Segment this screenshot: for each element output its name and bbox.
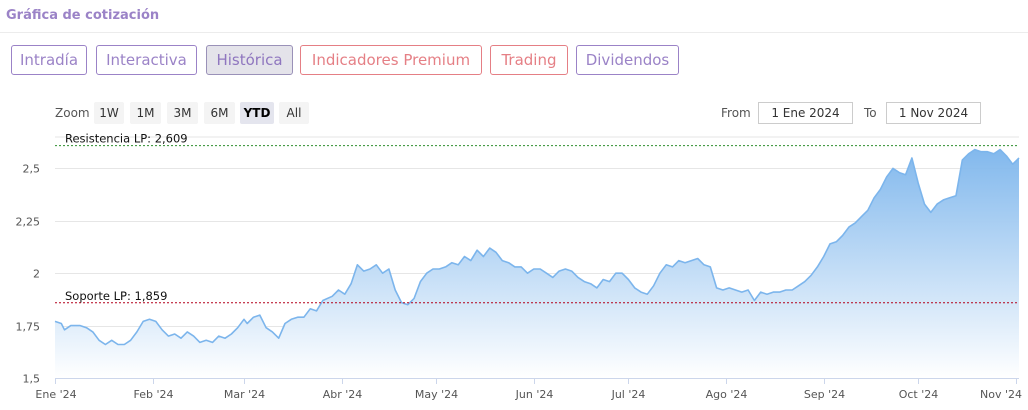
- zoom-label: Zoom: [55, 106, 90, 120]
- to-date-input[interactable]: 1 Nov 2024: [886, 102, 981, 124]
- reference-lines: Resistencia LP: 2,609 Soporte LP: 1,859: [55, 132, 1019, 304]
- from-date-input[interactable]: 1 Ene 2024: [758, 102, 853, 124]
- area-layer: [54, 148, 1020, 378]
- support-label: Soporte LP: 1,859: [65, 289, 167, 303]
- tab-intradia[interactable]: Intradía: [11, 45, 87, 75]
- x-tick-label: Ago '24: [706, 388, 748, 401]
- x-tick-label: May '24: [415, 388, 458, 401]
- tab-trading[interactable]: Trading: [490, 45, 568, 75]
- tab-interactiva[interactable]: Interactiva: [96, 45, 197, 75]
- range-button-6m[interactable]: 6M: [204, 102, 235, 124]
- range-button-all[interactable]: All: [279, 102, 309, 124]
- tab-indicadores-premium[interactable]: Indicadores Premium: [300, 45, 482, 75]
- range-button-3m[interactable]: 3M: [167, 102, 198, 124]
- resistance-label: Resistencia LP: 2,609: [65, 132, 188, 146]
- x-tick-label: Abr '24: [323, 388, 363, 401]
- to-label: To: [864, 106, 877, 120]
- range-button-1m[interactable]: 1M: [130, 102, 161, 124]
- x-tick-label: Ene '24: [35, 388, 76, 401]
- x-tick-label: Oct '24: [899, 388, 939, 401]
- from-label: From: [721, 106, 751, 120]
- series-area: [55, 149, 1019, 378]
- range-button-1w[interactable]: 1W: [94, 102, 124, 124]
- series-line: [54, 148, 1020, 346]
- x-tick-label: Mar '24: [224, 388, 265, 401]
- section-title: Gráfica de cotización: [6, 8, 160, 23]
- x-tick-label: Feb '24: [134, 388, 174, 401]
- x-tick-label: Jun '24: [515, 388, 554, 401]
- x-tick-label: Sep '24: [804, 388, 845, 401]
- y-tick-label: 1,75: [16, 321, 41, 334]
- axes: 1,5 1,75 2 2,25 2,5 Ene '24 Feb '24 Mar '24 Abr …: [16, 163, 1023, 402]
- title-divider: [0, 32, 1028, 33]
- y-tick-label: 1,5: [23, 373, 41, 386]
- y-tick-label: 2,25: [16, 216, 41, 229]
- y-tick-label: 2,5: [23, 163, 41, 176]
- y-tick-label: 2: [33, 268, 40, 281]
- range-button-ytd[interactable]: YTD: [240, 102, 274, 124]
- x-tick-label: Jul '24: [611, 388, 646, 401]
- x-tick-label: Nov '24: [980, 388, 1022, 401]
- tab-historica[interactable]: Histórica: [206, 45, 293, 75]
- tab-dividendos[interactable]: Dividendos: [576, 45, 679, 75]
